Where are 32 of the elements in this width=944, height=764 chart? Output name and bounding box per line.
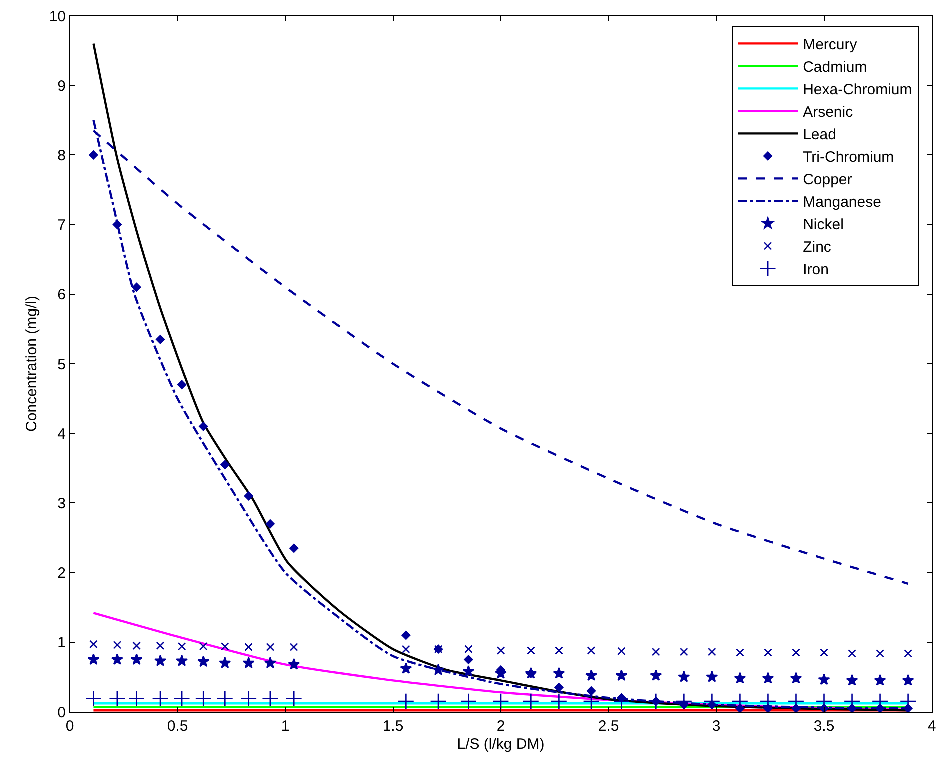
x-tick-label: 2.5 (598, 718, 620, 735)
legend-label: Iron (803, 262, 829, 279)
legend-label: Copper (803, 172, 852, 189)
y-tick-label: 4 (58, 426, 66, 443)
y-tick-label: 7 (58, 217, 66, 234)
y-tick-label: 3 (58, 495, 66, 512)
y-tick-label: 1 (58, 634, 66, 652)
x-tick-label: 2 (496, 718, 506, 735)
y-tick-label: 8 (58, 147, 66, 164)
legend-label: Cadmium (803, 59, 868, 76)
y-tick-label: 5 (58, 356, 66, 374)
x-tick-label: 4 (928, 718, 936, 735)
x-tick-label: 3.5 (814, 718, 835, 735)
legend-label: Tri-Chromium (803, 149, 894, 166)
legend-label: Arsenic (803, 104, 854, 122)
y-axis-title: Concentration (mg/l) (24, 296, 41, 432)
legend-label: Zinc (803, 239, 832, 256)
legend-label: Manganese (803, 194, 882, 212)
legend-label: Hexa-Chromium (803, 82, 912, 99)
x-tick-label: 0.5 (167, 718, 188, 735)
y-tick-label: 2 (58, 565, 66, 582)
legend-label: Mercury (803, 36, 858, 54)
y-tick-label: 6 (58, 286, 66, 304)
x-tick-label: 1 (281, 718, 290, 735)
x-tick-label: 1.5 (382, 718, 404, 735)
legend-label: Nickel (803, 216, 844, 234)
legend-label: Lead (803, 126, 836, 144)
y-tick-label: 0 (58, 704, 66, 722)
x-tick-label: 3 (712, 718, 721, 735)
y-tick-label: 10 (49, 8, 66, 26)
y-tick-label: 9 (58, 78, 66, 95)
x-axis-title: L/S (l/kg DM) (457, 736, 545, 753)
